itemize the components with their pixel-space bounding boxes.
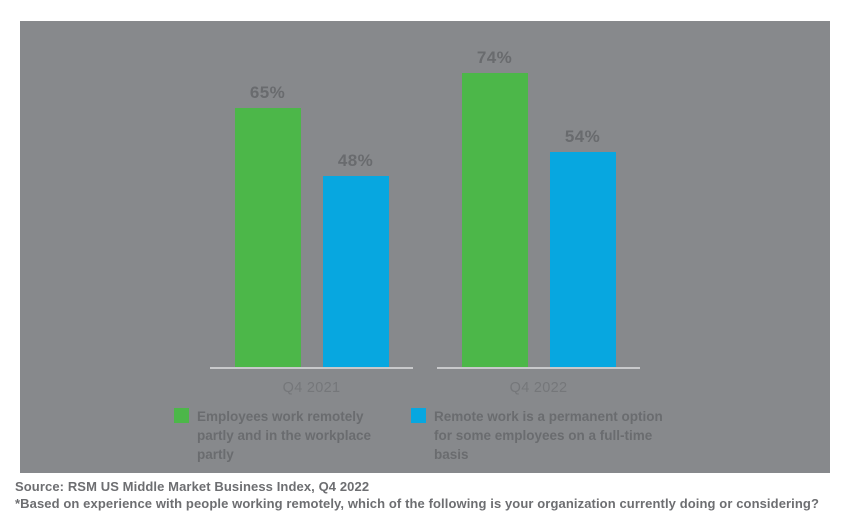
- source-text: Source: RSM US Middle Market Business In…: [15, 479, 370, 494]
- bar-value-label: 65%: [249, 83, 286, 102]
- legend-label-hybrid-work: Employees work remotely partly and in th…: [197, 409, 372, 462]
- bar-value-label: 48%: [337, 151, 374, 170]
- footnote-text: *Based on experience with people working…: [15, 496, 820, 511]
- x-axis-category-label: Q4 2021: [282, 380, 341, 396]
- bar: [322, 176, 389, 367]
- bar-group-bars: 65% 48%: [210, 21, 413, 367]
- bar: [461, 73, 528, 367]
- bar: [549, 152, 616, 367]
- bar: [234, 108, 301, 367]
- bar-value-label: 74%: [476, 48, 513, 67]
- x-axis-baseline: [437, 367, 640, 369]
- legend-item-hybrid-work: Employees work remotely partly and in th…: [174, 407, 389, 464]
- bar-group-bars: 74% 54%: [437, 21, 640, 367]
- chart-groups: 65% 48% Q4 2021 74% 54% Q4 2022: [20, 21, 830, 396]
- bar-column: 48%: [322, 151, 389, 367]
- bar-group: 74% 54% Q4 2022: [437, 21, 640, 396]
- legend-item-remote-permanent: Remote work is a permanent option for so…: [411, 407, 676, 464]
- bar-value-label: 54%: [564, 127, 601, 146]
- bar-column: 74%: [461, 48, 528, 367]
- legend-swatch-blue: [411, 408, 426, 423]
- legend-swatch-green: [174, 408, 189, 423]
- bar-group: 65% 48% Q4 2021: [210, 21, 413, 396]
- bar-column: 54%: [549, 127, 616, 367]
- chart-legend: Employees work remotely partly and in th…: [20, 407, 830, 464]
- x-axis-category-label: Q4 2022: [509, 380, 568, 396]
- chart-panel: 65% 48% Q4 2021 74% 54% Q4 2022 Employees wor…: [20, 21, 830, 473]
- chart-footer: Source: RSM US Middle Market Business In…: [15, 478, 819, 512]
- x-axis-baseline: [210, 367, 413, 369]
- legend-label-remote-permanent: Remote work is a permanent option for so…: [434, 409, 663, 462]
- bar-column: 65%: [234, 83, 301, 367]
